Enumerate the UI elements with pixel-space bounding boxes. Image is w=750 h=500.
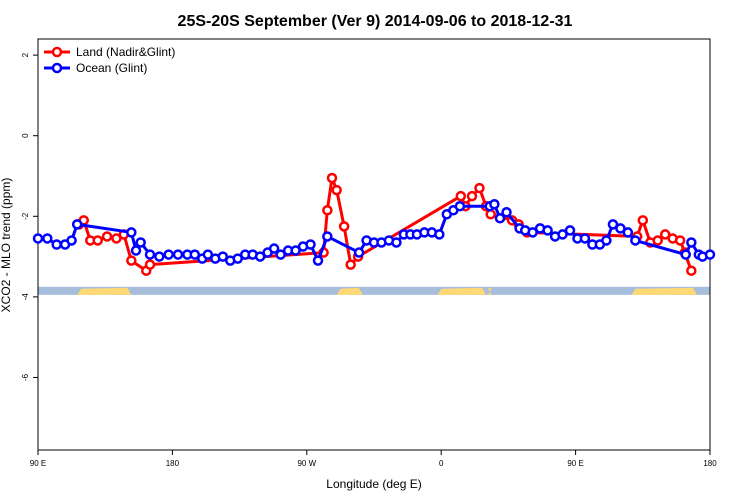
data-point xyxy=(466,190,478,202)
data-point xyxy=(434,229,445,240)
land-patch-1 xyxy=(77,287,132,295)
x-tick-label: 90 W xyxy=(297,459,316,468)
x-tick-label: 90 E xyxy=(567,459,583,468)
data-point xyxy=(501,207,512,218)
y-tick-label: -4 xyxy=(21,293,30,301)
data-point xyxy=(542,225,553,236)
data-point xyxy=(652,235,663,246)
data-point xyxy=(322,231,333,242)
data-point xyxy=(338,221,350,232)
y-tick-label: 2 xyxy=(21,52,30,57)
legend: Land (Nadir&Glint) Ocean (Glint) xyxy=(44,45,175,75)
plot-frame xyxy=(37,38,711,451)
legend-swatch-marker xyxy=(51,62,63,74)
legend-entry-ocean-glint: Ocean (Glint) xyxy=(44,61,147,75)
data-point xyxy=(637,215,649,226)
data-point xyxy=(607,219,619,230)
data-point xyxy=(135,237,146,248)
data-point xyxy=(322,205,333,216)
data-point xyxy=(144,249,156,260)
data-point xyxy=(686,237,697,248)
data-point xyxy=(615,223,626,234)
data-point xyxy=(630,235,641,246)
data-point xyxy=(217,251,229,262)
x-tick-label: 180 xyxy=(703,459,717,468)
data-point xyxy=(275,249,286,260)
data-point xyxy=(305,239,316,250)
data-point xyxy=(172,249,184,260)
data-point xyxy=(101,231,113,242)
data-point xyxy=(66,235,77,246)
data-point xyxy=(154,251,165,262)
data-point xyxy=(579,233,591,244)
data-point xyxy=(130,245,142,256)
data-point xyxy=(557,229,568,240)
axes: 90 E 180 90 W 0 90 E 180 2 0 -2 -4 -6 xyxy=(21,38,717,468)
legend-label: Ocean (Glint) xyxy=(76,61,147,75)
chart-title: 25S-20S September (Ver 9) 2014-09-06 to … xyxy=(178,13,573,30)
x-tick-label: 90 E xyxy=(30,459,46,468)
ocean-band xyxy=(38,286,710,295)
data-point xyxy=(32,233,44,244)
data-point xyxy=(71,219,83,230)
legend-swatch-marker xyxy=(51,46,63,58)
series-group xyxy=(32,172,716,276)
land-patch-5 xyxy=(631,287,697,295)
data-point xyxy=(391,237,402,248)
data-point xyxy=(126,255,137,266)
data-point xyxy=(686,265,697,276)
data-point xyxy=(254,251,266,262)
land-patch-4 xyxy=(487,287,492,295)
data-point xyxy=(659,229,671,240)
data-point xyxy=(326,172,338,184)
data-point xyxy=(51,239,62,250)
x-tick-label: 180 xyxy=(166,459,180,468)
x-tick-label: 0 xyxy=(439,459,444,468)
data-point xyxy=(42,233,53,244)
data-point xyxy=(92,235,103,246)
data-point xyxy=(494,213,506,224)
y-tick-label: -6 xyxy=(21,373,30,381)
data-point xyxy=(111,233,122,244)
land-ocean-strip xyxy=(38,286,710,295)
legend-label: Land (Nadir&Glint) xyxy=(76,45,175,59)
legend-entry-land-nadir-glint: Land (Nadir&Glint) xyxy=(44,45,175,59)
data-point xyxy=(474,182,485,194)
data-point xyxy=(485,209,496,220)
data-point xyxy=(189,249,201,260)
land-patch-3 xyxy=(437,287,486,295)
data-point xyxy=(268,243,280,254)
data-point xyxy=(126,227,137,238)
data-point xyxy=(353,247,365,258)
data-point xyxy=(704,249,716,260)
data-point xyxy=(454,200,466,212)
series-ocean-glint xyxy=(32,198,716,266)
data-point xyxy=(163,249,174,260)
y-tick-label: 0 xyxy=(21,133,30,138)
data-point xyxy=(144,259,156,270)
y-tick-label: -2 xyxy=(21,212,30,220)
data-point xyxy=(345,259,356,270)
data-point xyxy=(489,198,500,210)
series-land-nadir-glint xyxy=(73,172,697,276)
data-point xyxy=(312,255,324,266)
data-point xyxy=(674,235,686,246)
land-patch-2 xyxy=(336,287,363,295)
x-axis-label: Longitude (deg E) xyxy=(326,477,421,491)
data-point xyxy=(527,227,538,238)
data-point xyxy=(202,249,214,260)
data-point xyxy=(290,245,301,256)
data-point xyxy=(622,227,634,238)
data-point xyxy=(564,225,576,236)
data-point xyxy=(680,249,691,260)
data-point xyxy=(232,253,243,264)
y-axis-label: XCO2 - MLO trend (ppm) xyxy=(0,178,13,313)
data-point xyxy=(601,235,612,246)
data-point xyxy=(331,184,342,196)
data-point xyxy=(455,190,467,202)
